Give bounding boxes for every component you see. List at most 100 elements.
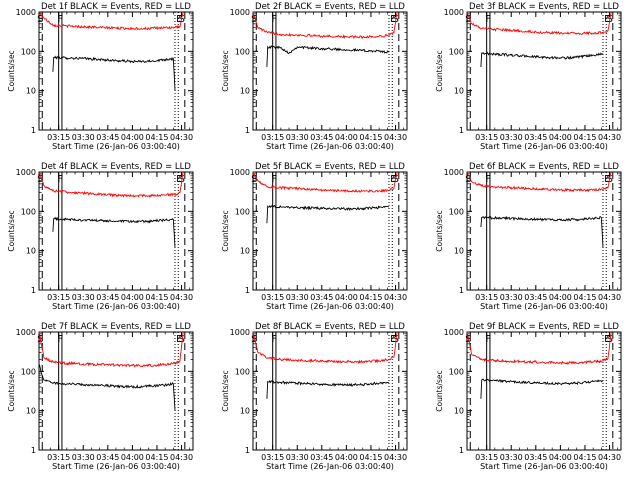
y-tick-label: 1000 — [230, 328, 250, 337]
y-tick-label: 10 — [26, 87, 36, 96]
chart-panel-3: Det 3f BLACK = Events, RED = LLD 1 10 100 10… — [435, 2, 622, 151]
x-axis-label: Start Time (26-Jan-06 03:00:40) — [480, 462, 608, 471]
x-tick-label: 04:00 — [549, 133, 572, 142]
x-tick-label: 04:30 — [598, 133, 621, 142]
marker-label-e: E — [390, 14, 396, 25]
x-tick-label: 03:15 — [47, 453, 70, 462]
y-axis-label: Counts/sec — [7, 210, 16, 251]
y-tick-label: 10 — [26, 247, 36, 256]
marker-label-s: S — [251, 174, 257, 185]
marker-label-e: E — [176, 174, 182, 185]
x-tick-label: 04:00 — [549, 453, 572, 462]
marker-label-f: F — [57, 334, 63, 345]
marker-label-f: F — [57, 174, 63, 185]
x-tick-label: 04:30 — [170, 453, 193, 462]
lld-series-line — [38, 11, 184, 31]
lld-series-line — [252, 171, 398, 194]
y-tick-label: 1000 — [230, 168, 250, 177]
y-axis-label: Counts/sec — [7, 50, 16, 91]
x-tick-label: 04:15 — [573, 453, 596, 462]
x-tick-label: 03:45 — [96, 453, 119, 462]
y-tick-label: 1000 — [444, 328, 464, 337]
y-tick-label: 1 — [31, 446, 36, 455]
marker-label-e: E — [604, 174, 610, 185]
y-tick-label: 1000 — [16, 8, 36, 17]
chart-panel-9: Det 9f BLACK = Events, RED = LLD 1 10 100 10… — [435, 322, 622, 471]
y-tick-label: 1 — [245, 286, 250, 295]
x-axis-label: Start Time (26-Jan-06 03:00:40) — [480, 142, 608, 151]
x-tick-label: 03:30 — [500, 453, 523, 462]
marker-label-f: F — [57, 14, 63, 25]
marker-label-f: F — [485, 334, 491, 345]
x-tick-label: 03:30 — [500, 133, 523, 142]
x-tick-label: 04:15 — [145, 453, 168, 462]
x-tick-label: 03:45 — [524, 293, 547, 302]
chart-title: Det 4f BLACK = Events, RED = LLD — [41, 162, 191, 172]
events-series-line — [266, 45, 390, 68]
x-axis-label: Start Time (26-Jan-06 03:00:40) — [52, 302, 180, 311]
x-tick-label: 04:00 — [121, 293, 144, 302]
y-tick-label: 1000 — [16, 168, 36, 177]
chart-title: Det 7f BLACK = Events, RED = LLD — [41, 322, 191, 332]
events-series-line — [38, 364, 176, 411]
x-tick-label: 04:30 — [384, 293, 407, 302]
x-tick-label: 03:30 — [286, 293, 309, 302]
x-tick-label: 04:00 — [335, 133, 358, 142]
y-axis-label: Counts/sec — [221, 210, 230, 251]
x-tick-label: 03:45 — [310, 133, 333, 142]
y-tick-label: 100 — [449, 47, 464, 56]
x-tick-label: 04:30 — [598, 453, 621, 462]
x-tick-label: 03:15 — [261, 133, 284, 142]
y-tick-label: 1000 — [230, 8, 250, 17]
x-tick-label: 03:30 — [72, 453, 95, 462]
events-series-line — [52, 216, 176, 248]
chart-panel-2: Det 2f BLACK = Events, RED = LLD 1 10 100 10… — [221, 2, 408, 151]
marker-label-f: F — [485, 174, 491, 185]
x-axis-label: Start Time (26-Jan-06 03:00:40) — [266, 142, 394, 151]
x-tick-label: 04:00 — [121, 453, 144, 462]
x-tick-label: 04:00 — [335, 293, 358, 302]
events-series-line — [52, 55, 176, 91]
x-axis-label: Start Time (26-Jan-06 03:00:40) — [52, 142, 180, 151]
x-tick-label: 03:15 — [475, 293, 498, 302]
y-tick-label: 100 — [21, 367, 36, 376]
events-series-line — [480, 215, 604, 248]
x-tick-label: 03:30 — [72, 293, 95, 302]
x-tick-label: 03:30 — [72, 133, 95, 142]
marker-label-f: F — [271, 334, 277, 345]
x-tick-label: 03:30 — [286, 453, 309, 462]
marker-label-e: E — [390, 174, 396, 185]
lld-series-line — [252, 331, 398, 364]
y-tick-label: 10 — [454, 407, 464, 416]
y-tick-label: 1 — [459, 446, 464, 455]
lld-series-line — [252, 11, 398, 40]
x-axis-label: Start Time (26-Jan-06 03:00:40) — [52, 462, 180, 471]
x-axis-label: Start Time (26-Jan-06 03:00:40) — [266, 462, 394, 471]
marker-label-f: F — [271, 174, 277, 185]
x-tick-label: 04:30 — [170, 133, 193, 142]
chart-title: Det 6f BLACK = Events, RED = LLD — [469, 162, 619, 172]
x-tick-label: 03:15 — [261, 453, 284, 462]
lld-series-line — [466, 331, 612, 365]
chart-panel-7: Det 7f BLACK = Events, RED = LLD 1 10 100 10… — [7, 322, 194, 471]
x-tick-label: 04:15 — [145, 293, 168, 302]
x-tick-label: 04:15 — [359, 453, 382, 462]
x-tick-label: 03:45 — [524, 133, 547, 142]
y-axis-label: Counts/sec — [435, 370, 444, 411]
marker-label-f: F — [485, 14, 491, 25]
chart-title: Det 5f BLACK = Events, RED = LLD — [255, 162, 405, 172]
y-tick-label: 100 — [21, 47, 36, 56]
marker-label-e: E — [176, 14, 182, 25]
x-tick-label: 03:45 — [310, 453, 333, 462]
x-tick-label: 03:45 — [96, 133, 119, 142]
chart-panel-1: Det 1f BLACK = Events, RED = LLD 1 10 100 10… — [7, 2, 194, 151]
chart-title: Det 8f BLACK = Events, RED = LLD — [255, 322, 405, 332]
chart-title: Det 3f BLACK = Events, RED = LLD — [469, 2, 619, 12]
x-tick-label: 03:15 — [475, 453, 498, 462]
marker-label-s: S — [465, 14, 471, 25]
lld-series-line — [466, 11, 612, 36]
x-tick-label: 03:45 — [96, 293, 119, 302]
events-series-line — [480, 378, 604, 399]
marker-label-e: E — [390, 334, 396, 345]
marker-label-s: S — [37, 14, 43, 25]
